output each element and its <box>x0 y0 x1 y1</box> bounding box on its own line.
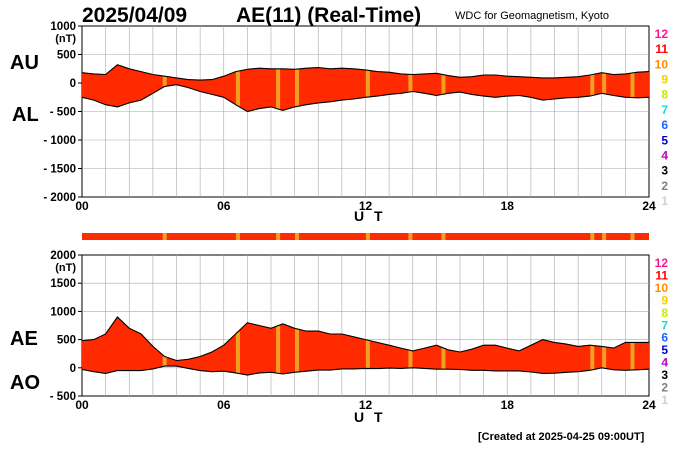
ae-series-label: AE <box>10 328 38 350</box>
au-al-x-tick-label: 18 <box>501 199 515 213</box>
ae-ao-highlight-bar <box>276 325 281 374</box>
ae-ao-scale-label: 2 <box>661 381 668 395</box>
au-al-y-tick-label: 1000 <box>50 21 76 33</box>
ae-ao-scale-label: 12 <box>655 256 669 270</box>
ae-ao-highlight-bar <box>408 350 413 368</box>
ae-ao-scale-label: 6 <box>661 331 668 345</box>
au-al-highlight-bar <box>162 76 167 87</box>
ae-ao-highlight-bar <box>294 328 299 373</box>
au-al-highlight-bar <box>630 72 635 98</box>
ae-ao-scale-label: 9 <box>661 293 668 307</box>
ao-series-label: AO <box>10 372 40 394</box>
au-series-label: AU <box>10 52 39 74</box>
ae-ao-series-ao-line <box>81 365 650 376</box>
au-al-highlight-bar <box>235 71 240 107</box>
al-series-label: AL <box>12 104 39 126</box>
activity-strip-marker <box>276 233 281 240</box>
ae-ao-y-tick-label: 1000 <box>50 306 76 318</box>
au-al-scale-label: 1 <box>661 194 668 208</box>
chart-date: 2025/04/09 <box>82 4 188 27</box>
activity-strip-marker <box>294 233 299 240</box>
au-al-y-tick-label: - 2000 <box>43 192 76 204</box>
ae-ao-y-tick-label: 500 <box>57 335 76 347</box>
au-al-y-unit-label: (nT) <box>55 33 76 45</box>
au-al-scale-label: 12 <box>655 27 669 41</box>
ae-ao-scale-label: 5 <box>661 343 668 357</box>
ae-ao-highlight-bar <box>235 331 240 374</box>
au-al-highlight-bar <box>294 69 299 107</box>
ae-ao-x-tick-label: 24 <box>642 398 656 412</box>
ae-ao-y-tick-label: 1500 <box>50 278 76 290</box>
au-al-x-tick-label: 24 <box>642 199 656 213</box>
au-al-highlight-bar <box>602 73 607 94</box>
au-al-scale-label: 2 <box>661 179 668 193</box>
au-al-series-al-line <box>81 84 650 113</box>
ae-ao-highlight-bar <box>441 347 446 370</box>
au-al-scale-label: 9 <box>661 73 668 87</box>
x-axis-title-top: U T <box>354 208 386 224</box>
au-al-x-tick-label: 06 <box>217 199 231 213</box>
ae-ao-scale-label: 1 <box>661 393 668 407</box>
au-al-y-tick-label: - 500 <box>50 107 76 119</box>
ae-ao-y-unit-label: (nT) <box>55 262 76 274</box>
activity-strip-marker <box>408 233 413 240</box>
ae-ao-highlight-bar <box>162 356 167 367</box>
au-al-series-au-line <box>81 64 650 81</box>
activity-strip-marker <box>630 233 635 240</box>
au-al-scale-label: 5 <box>661 133 668 147</box>
au-al-x-tick-label: 00 <box>75 199 89 213</box>
activity-strip-marker <box>441 233 446 240</box>
au-al-y-tick-label: 0 <box>70 78 76 90</box>
au-al-highlight-bar <box>441 74 446 95</box>
ae-ao-fill-area <box>82 317 649 376</box>
created-timestamp: [Created at 2025-04-25 09:00UT] <box>478 431 645 443</box>
ae-ao-y-tick-label: 2000 <box>50 250 76 262</box>
au-al-scale-label: 7 <box>661 103 668 117</box>
ae-ao-highlight-bar <box>590 345 595 370</box>
ae-ao-highlight-bar <box>365 340 370 369</box>
ae-ao-x-tick-label: 06 <box>217 398 231 412</box>
activity-strip-marker <box>590 233 595 240</box>
x-axis-title-bottom: U T <box>354 409 386 425</box>
activity-strip-marker <box>602 233 607 240</box>
au-al-highlight-bar <box>365 70 370 98</box>
au-al-y-tick-label: - 1500 <box>43 164 76 176</box>
activity-strip <box>82 233 649 240</box>
ae-ao-highlight-bar <box>630 342 635 370</box>
au-al-scale-label: 3 <box>661 164 668 178</box>
au-al-highlight-bar <box>408 74 413 92</box>
au-al-highlight-bar <box>276 68 281 109</box>
au-al-scale-label: 6 <box>661 118 668 132</box>
ae-ao-scale-label: 3 <box>661 368 668 382</box>
ae-ao-x-tick-label: 12 <box>359 398 373 412</box>
ae-ao-scale-label: 7 <box>661 318 668 332</box>
au-al-scale-label: 11 <box>655 42 668 56</box>
ae-ao-scale-label: 10 <box>655 281 669 295</box>
au-al-highlight-bar <box>590 74 595 96</box>
ae-ao-series-ae-line <box>81 316 649 362</box>
au-al-y-tick-label: 500 <box>57 50 76 62</box>
ae-ao-scale-label: 8 <box>661 306 668 320</box>
activity-strip-marker <box>365 233 370 240</box>
ae-ao-y-tick-label: 0 <box>70 363 76 375</box>
au-al-scale-label: 4 <box>661 148 668 162</box>
ae-ao-scale-label: 4 <box>661 356 668 370</box>
ae-ao-y-tick-label: - 500 <box>50 391 76 403</box>
ae-ao-x-tick-label: 18 <box>501 398 515 412</box>
au-al-scale-label: 10 <box>655 57 669 71</box>
data-source-label: WDC for Geomagnetism, Kyoto <box>455 10 610 22</box>
au-al-x-tick-label: 12 <box>359 199 373 213</box>
au-al-scale-label: 8 <box>661 88 668 102</box>
ae-ao-scale-label: 11 <box>655 268 668 282</box>
activity-strip-marker <box>162 233 167 240</box>
au-al-y-tick-label: - 1000 <box>43 135 76 147</box>
activity-strip-marker <box>235 233 240 240</box>
chart-title: AE(11) (Real-Time) <box>236 4 422 27</box>
ae-ao-highlight-bar <box>602 346 607 369</box>
ae-ao-x-tick-label: 00 <box>75 398 89 412</box>
